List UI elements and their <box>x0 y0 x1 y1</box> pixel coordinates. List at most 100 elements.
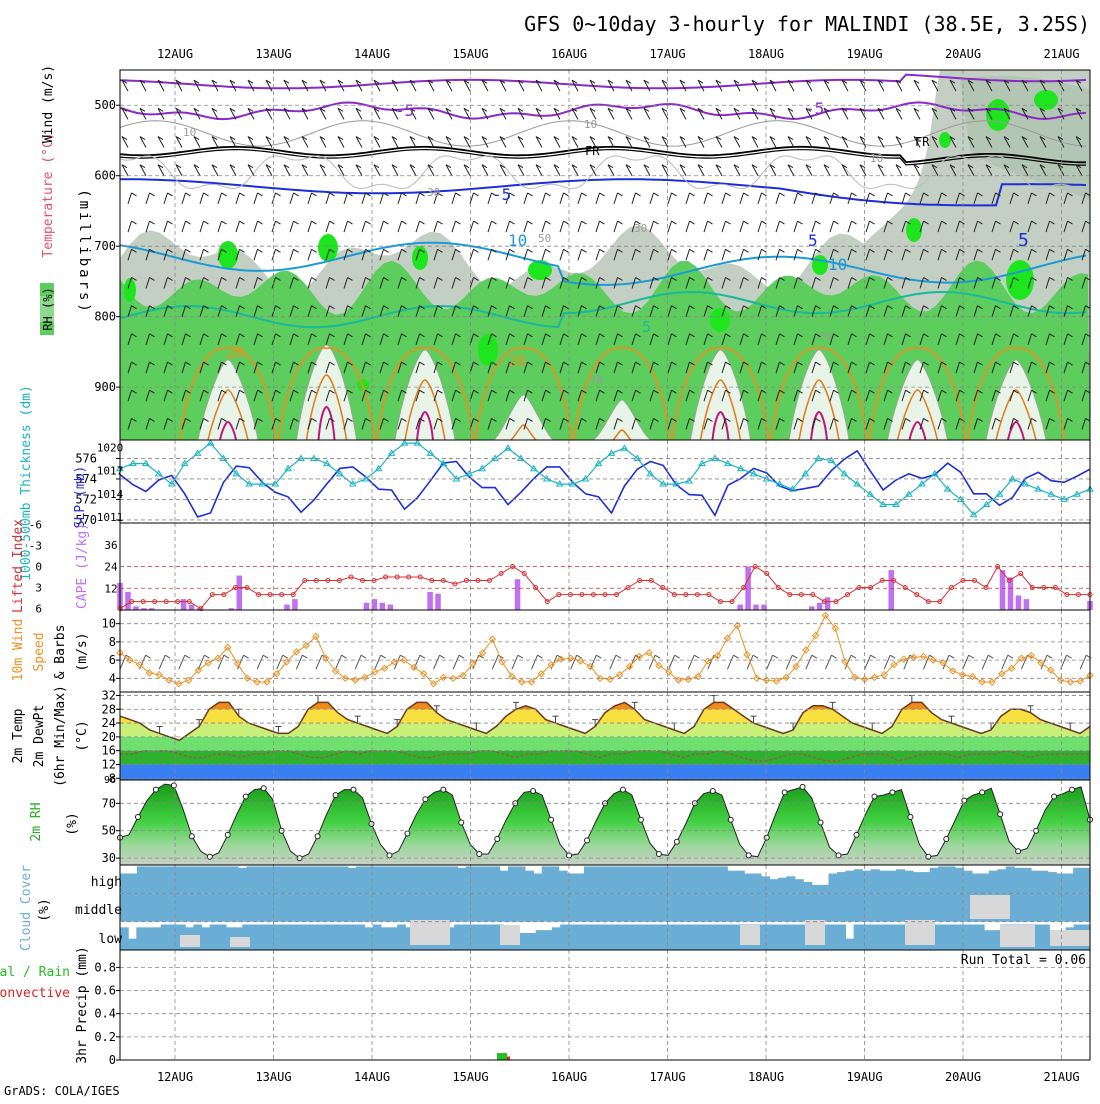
wind-barb <box>941 417 947 422</box>
precip-conv-bar <box>507 1056 510 1060</box>
wind-barb <box>235 220 240 233</box>
wind-barb <box>851 248 857 253</box>
wind-barb <box>919 277 924 289</box>
wind-barb <box>415 390 420 402</box>
wind-barb <box>931 108 939 120</box>
wind-barb <box>991 361 996 374</box>
wind-barb <box>419 389 425 394</box>
thickness-marker <box>232 469 241 477</box>
wind-barb <box>901 390 906 402</box>
wind-barb <box>289 390 294 402</box>
wind-barb <box>815 305 821 310</box>
wind-barb <box>815 389 821 394</box>
wind-barb <box>725 192 731 197</box>
wind-barb <box>707 655 715 670</box>
wind-barb <box>769 136 777 148</box>
wind-barb <box>1057 164 1065 176</box>
axis-tick-label: 0.6 <box>94 984 116 998</box>
wind-barb <box>895 79 902 84</box>
cloud-cell <box>967 924 977 950</box>
wind-barb <box>905 220 911 225</box>
cloud-cell <box>1073 867 1083 894</box>
wind-barb <box>841 79 849 92</box>
wind-barb <box>458 654 465 659</box>
dry-plume <box>492 394 555 440</box>
wind-barb <box>769 164 776 169</box>
wind10-marker <box>253 678 261 686</box>
wind-barb <box>577 277 582 289</box>
wind-barb <box>991 418 996 430</box>
cloud-cell <box>246 866 256 894</box>
wind-barb <box>329 417 335 422</box>
thickness-marker <box>1073 490 1081 497</box>
wind-barb <box>1081 361 1086 374</box>
temp-contour-20 <box>671 347 770 440</box>
cloud-cell <box>558 870 568 894</box>
cloud-cell <box>690 924 700 950</box>
cloud-cell <box>568 924 578 950</box>
wind-barb <box>127 333 132 346</box>
wind-barb <box>556 654 563 659</box>
wind-barb <box>775 305 780 317</box>
wind-barb <box>185 389 191 394</box>
wind-barb <box>959 333 965 338</box>
cloud-cell <box>777 877 787 894</box>
wind-barb <box>335 655 343 670</box>
wind-barb <box>355 164 362 169</box>
wind-barb <box>617 417 623 422</box>
wind-barb <box>1003 79 1011 92</box>
cloud-cell <box>494 924 504 950</box>
cloud-cell <box>668 866 678 894</box>
wind-barb <box>535 107 542 112</box>
wind-barb <box>1031 361 1037 366</box>
wind-barb <box>541 390 546 402</box>
cloud-cell <box>201 927 211 950</box>
thickness-marker <box>646 469 655 477</box>
cloud-cell <box>845 938 855 950</box>
wind-barb <box>865 220 870 233</box>
wind-barb <box>973 333 978 346</box>
cape-tick-label: 36 <box>104 539 117 552</box>
wind-barb <box>157 108 165 120</box>
wind-barb <box>379 390 384 402</box>
temp-contour-25 <box>798 379 840 440</box>
wind-barb <box>139 136 147 148</box>
cloud-cell <box>575 873 585 894</box>
wind-barb <box>905 305 911 310</box>
wind-barb <box>199 333 204 346</box>
rh2m-marker <box>476 851 483 858</box>
li-tick-label: -6 <box>29 518 42 531</box>
wind-barb <box>715 79 723 92</box>
wind-barb <box>247 79 255 92</box>
wind-barb <box>931 136 938 140</box>
wind-barb <box>1007 654 1014 659</box>
wind-barb <box>517 79 524 84</box>
wind-barb <box>977 333 983 338</box>
wind-barb <box>985 79 992 84</box>
wind-barb <box>325 220 330 233</box>
wind-barb <box>301 79 308 84</box>
rh-contour-label: 30 <box>634 222 647 235</box>
axis-tick-label: 572 <box>75 492 97 506</box>
cloud-cell <box>474 893 484 922</box>
wind-barb <box>869 277 875 281</box>
wind10-marker <box>939 659 947 667</box>
wind-barb <box>955 305 960 317</box>
cloud-cell <box>659 866 669 894</box>
thickness-marker <box>413 439 422 446</box>
wind-barb <box>451 249 456 261</box>
wind-barb <box>973 192 978 205</box>
wind-barb <box>613 220 618 233</box>
wind10-marker <box>625 662 634 671</box>
wind-barb <box>1003 79 1010 84</box>
wind-barb <box>337 164 345 176</box>
cloud-cell <box>853 924 863 950</box>
thickness-marker <box>581 474 590 482</box>
wind-barb <box>793 249 798 261</box>
cloud-cell <box>1056 893 1066 922</box>
temp-contour-25 <box>503 424 544 440</box>
wind-barb <box>859 79 866 84</box>
wind-barb <box>415 418 420 430</box>
cloud-cell <box>780 924 790 950</box>
wind-barb <box>833 389 839 394</box>
